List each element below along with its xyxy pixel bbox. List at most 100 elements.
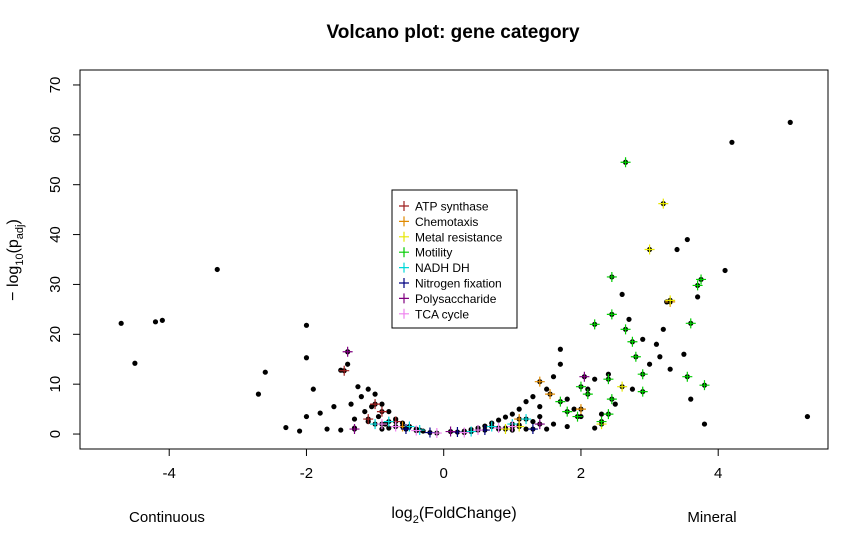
y-tick-label: 30 (47, 276, 64, 293)
legend-entry: TCA cycle (399, 307, 469, 321)
gene-point (348, 401, 354, 407)
gene-point (132, 360, 138, 366)
gene-point (303, 322, 310, 328)
motility-point (606, 271, 617, 282)
y-tick-label: 50 (47, 176, 64, 193)
gene-point (296, 428, 303, 434)
y-axis: 0 10 20 30 40 50 60 70 (47, 77, 81, 438)
gene-point (612, 401, 618, 407)
gene-point (550, 374, 557, 380)
tca-cycle-point (473, 425, 484, 436)
legend-label: Motility (415, 246, 452, 260)
polysaccharide-point (534, 419, 545, 430)
gene-point (214, 266, 220, 273)
gene-point (303, 355, 310, 361)
tca-cycle-point (411, 425, 422, 436)
legend-marker (399, 247, 409, 258)
gene-point (358, 394, 364, 400)
gene-point (598, 411, 605, 417)
nitrogen-fixation-point (527, 424, 538, 435)
atp-synthase-point (339, 365, 350, 376)
motility-point (682, 371, 693, 382)
tca-cycle-point (493, 423, 504, 434)
legend-entry: ATP synthase (399, 200, 489, 214)
legend-entry: Nitrogen fixation (399, 277, 502, 291)
gene-point (324, 426, 330, 432)
gene-point (688, 396, 694, 402)
gene-point (619, 291, 625, 298)
gene-point (152, 319, 159, 325)
polysaccharide-point (349, 424, 360, 435)
metal-resistance-point (617, 381, 628, 392)
gene-point (530, 394, 536, 400)
metal-resistance-point (500, 424, 511, 435)
gene-point (653, 341, 660, 347)
metal-resistance-point (658, 198, 669, 209)
motility-point (572, 411, 583, 422)
motility-point (620, 324, 631, 335)
nadh-dh-point (370, 419, 381, 430)
x-tick-label: -4 (163, 465, 176, 482)
x-tick-label: -2 (300, 465, 313, 482)
gene-point (118, 320, 124, 326)
motility-point (596, 416, 607, 427)
gene-point (629, 386, 636, 392)
gene-point (331, 404, 337, 410)
gene-point (804, 413, 811, 420)
y-tick-label: 60 (47, 126, 64, 143)
x-tick-label: 4 (714, 465, 722, 482)
gene-point (701, 421, 708, 427)
gene-point (684, 236, 690, 243)
points-layer (118, 119, 811, 439)
motility-point (620, 157, 631, 168)
legend-entry: Polysaccharide (399, 292, 497, 306)
gene-point (564, 396, 570, 402)
legend-label: Nitrogen fixation (415, 277, 502, 291)
metal-resistance-point (665, 295, 676, 306)
motility-point (699, 380, 710, 391)
gene-point (372, 391, 378, 397)
gene-point (557, 346, 563, 352)
group-label-right: Mineral (687, 509, 736, 526)
legend-marker (399, 262, 409, 273)
gene-point (496, 417, 502, 423)
polysaccharide-point (342, 346, 353, 357)
gene-point (502, 414, 509, 420)
y-tick-label: 0 (47, 430, 64, 438)
gene-point (345, 361, 351, 367)
legend-marker (399, 201, 409, 211)
gene-point (592, 425, 598, 431)
gene-point (667, 366, 673, 372)
tca-cycle-point (376, 419, 387, 430)
metal-resistance-point (644, 244, 655, 255)
gene-point (530, 418, 536, 425)
tca-cycle-point (390, 421, 401, 432)
gene-point (695, 294, 701, 300)
gene-point (537, 404, 543, 410)
tca-cycle-point (459, 427, 470, 438)
legend-marker (399, 278, 409, 288)
gene-point (255, 391, 262, 397)
motility-point (606, 394, 617, 405)
gene-point (571, 406, 577, 412)
gene-point (365, 386, 371, 392)
motility-point (696, 274, 707, 285)
polysaccharide-point (445, 426, 456, 437)
gene-point (544, 386, 550, 392)
gene-point (283, 424, 289, 431)
gene-point (592, 376, 598, 382)
x-tick-label: 0 (440, 465, 448, 482)
motility-point (637, 369, 648, 380)
legend-marker (399, 293, 409, 304)
legend-label: ATP synthase (415, 200, 489, 214)
atp-synthase-point (363, 414, 374, 425)
chemotaxis-point (575, 404, 586, 415)
chemotaxis-point (534, 376, 545, 387)
gene-point (159, 317, 165, 323)
y-tick-label: 70 (47, 77, 64, 94)
legend-entry: Motility (399, 246, 452, 260)
gene-point (640, 336, 646, 342)
motility-point (692, 280, 703, 291)
atp-synthase-point (370, 399, 381, 410)
